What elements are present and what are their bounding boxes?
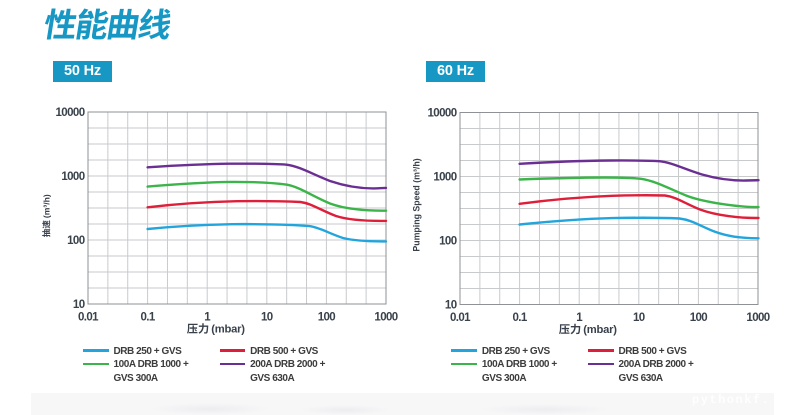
svg-text:1000: 1000 <box>374 311 397 323</box>
svg-text:(mbar): (mbar) <box>211 324 245 336</box>
svg-text:10: 10 <box>261 311 273 323</box>
svg-text:100: 100 <box>690 312 708 324</box>
svg-text:100: 100 <box>318 311 336 323</box>
svg-text:1000: 1000 <box>433 172 456 184</box>
svg-text:1000: 1000 <box>746 312 769 324</box>
svg-text:(m³/h): (m³/h) <box>42 194 52 218</box>
svg-text:10000: 10000 <box>428 108 457 120</box>
svg-text:0.01: 0.01 <box>78 311 99 323</box>
svg-text:10: 10 <box>73 299 85 311</box>
svg-text:1: 1 <box>576 312 583 324</box>
svg-text:100: 100 <box>439 236 457 248</box>
svg-text:0.1: 0.1 <box>141 311 156 323</box>
svg-text:100: 100 <box>67 235 85 247</box>
svg-text:Pumping Speed (m³/h): Pumping Speed (m³/h) <box>412 158 422 251</box>
svg-text:10000: 10000 <box>56 107 85 119</box>
svg-text:0.1: 0.1 <box>513 312 528 324</box>
svg-text:10: 10 <box>445 300 457 312</box>
svg-text:0.01: 0.01 <box>450 312 471 324</box>
svg-text:1: 1 <box>204 311 211 323</box>
svg-text:(mbar): (mbar) <box>583 324 617 336</box>
svg-text:1000: 1000 <box>61 171 84 183</box>
svg-text:10: 10 <box>633 312 645 324</box>
